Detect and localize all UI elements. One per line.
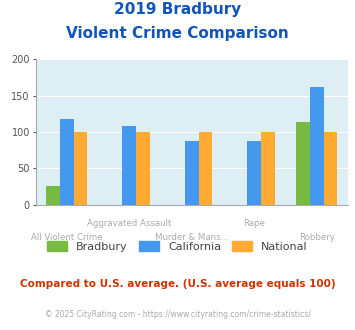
Text: Rape: Rape	[243, 219, 265, 228]
Text: Compared to U.S. average. (U.S. average equals 100): Compared to U.S. average. (U.S. average …	[20, 279, 335, 289]
Bar	[310, 87, 323, 205]
Text: 2019 Bradbury: 2019 Bradbury	[114, 2, 241, 16]
Bar	[296, 122, 310, 205]
Text: Robbery: Robbery	[299, 233, 335, 242]
Bar	[185, 142, 198, 205]
Text: © 2025 CityRating.com - https://www.cityrating.com/crime-statistics/: © 2025 CityRating.com - https://www.city…	[45, 310, 310, 319]
Text: Violent Crime Comparison: Violent Crime Comparison	[66, 26, 289, 41]
Bar	[261, 132, 275, 205]
Bar	[198, 132, 212, 205]
Text: Murder & Mans...: Murder & Mans...	[155, 233, 229, 242]
Bar	[122, 126, 136, 205]
Legend: Bradbury, California, National: Bradbury, California, National	[43, 237, 312, 256]
Bar	[60, 119, 73, 205]
Bar	[323, 132, 337, 205]
Bar	[73, 132, 87, 205]
Bar	[247, 141, 261, 205]
Bar	[136, 132, 150, 205]
Bar	[46, 186, 60, 205]
Text: All Violent Crime: All Violent Crime	[31, 233, 103, 242]
Text: Aggravated Assault: Aggravated Assault	[87, 219, 171, 228]
